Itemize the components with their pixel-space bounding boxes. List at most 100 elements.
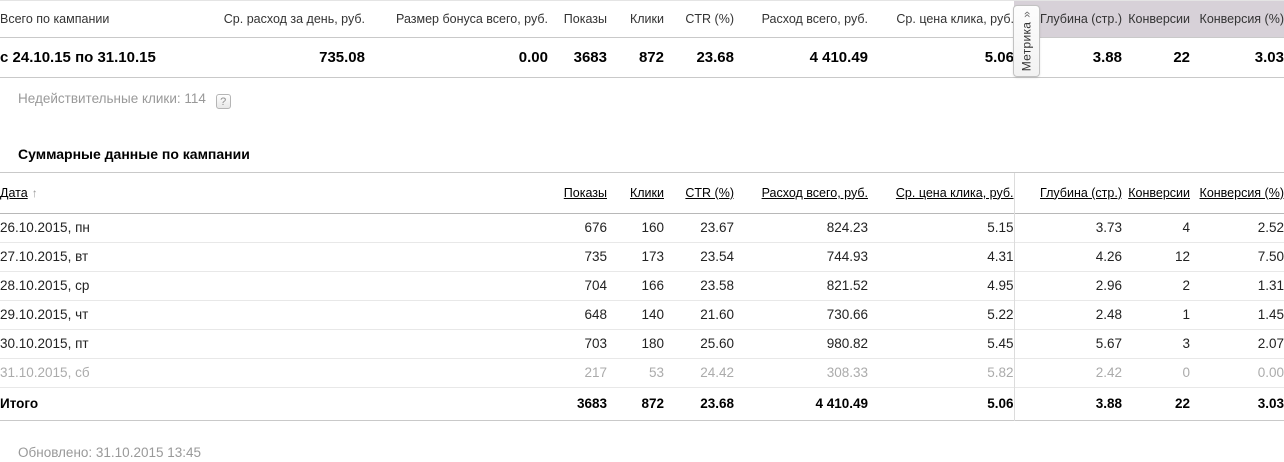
conversion-rate-cell: 2.52 xyxy=(1257,220,1284,235)
cost-cell: 980.82 xyxy=(826,336,868,351)
ctr-cell: 24.42 xyxy=(700,365,734,380)
metrika-divider xyxy=(1013,173,1040,213)
metrika-divider xyxy=(1013,387,1040,420)
impressions-cell: 676 xyxy=(584,220,607,235)
col-header-campaign-total: Всего по кампании xyxy=(0,12,110,26)
sort-ascending-icon: ↑ xyxy=(31,185,38,200)
chevron-expand-icon: » xyxy=(1019,10,1034,18)
impressions-cell: 735 xyxy=(584,249,607,264)
depth-cell: 3.88 xyxy=(1095,396,1122,411)
date-cell: 31.10.2015, сб xyxy=(0,365,90,380)
depth-cell: 5.67 xyxy=(1095,336,1122,351)
table-row: 26.10.2015, пн 676 160 23.67 824.23 5.15… xyxy=(0,213,1284,242)
sort-link-clicks[interactable]: Клики xyxy=(629,185,664,200)
cost-cell: 730.66 xyxy=(826,307,868,322)
sort-link-cost-total[interactable]: Расход всего, руб. xyxy=(761,185,868,200)
col-header-clicks: Клики xyxy=(629,12,664,26)
date-range-label: с 24.10.15 по 31.10.15 xyxy=(0,49,156,66)
ctr-cell: 23.54 xyxy=(700,249,734,264)
avg-daily-cost-value: 735.08 xyxy=(319,49,365,66)
cpc-cell: 4.31 xyxy=(987,249,1014,264)
metrika-divider xyxy=(1013,358,1040,387)
help-icon[interactable]: ? xyxy=(215,94,231,109)
totals-header-row: Всего по кампании Ср. расход за день, ру… xyxy=(0,0,1284,38)
col-header-impressions: Показы xyxy=(548,173,607,213)
cpc-cell: 5.15 xyxy=(987,220,1014,235)
conversion-rate-cell: 1.45 xyxy=(1257,307,1284,322)
cost-cell: 4 410.49 xyxy=(815,396,868,411)
clicks-value: 872 xyxy=(638,49,664,66)
invalid-clicks-note: Недействительные клики: 114 ? xyxy=(18,91,1284,109)
totals-data-row: с 24.10.15 по 31.10.15 735.08 0.00 3683 … xyxy=(0,38,1284,78)
cost-cell: 308.33 xyxy=(826,365,868,380)
table-row: 30.10.2015, пт 703 180 25.60 980.82 5.45… xyxy=(0,329,1284,358)
depth-cell: 4.26 xyxy=(1095,249,1122,264)
sort-link-depth[interactable]: Глубина (стр.) xyxy=(1040,185,1122,200)
clicks-cell: 160 xyxy=(641,220,664,235)
col-header-depth: Глубина (стр.) xyxy=(1040,173,1122,213)
cpc-cell: 4.95 xyxy=(987,278,1014,293)
bonus-total-value: 0.00 xyxy=(518,49,548,66)
col-header-bonus-total: Размер бонуса всего, руб. xyxy=(396,12,548,26)
ctr-cell: 25.60 xyxy=(700,336,734,351)
conversions-cell: 2 xyxy=(1182,278,1190,293)
clicks-cell: 180 xyxy=(641,336,664,351)
metrika-divider xyxy=(1013,242,1040,271)
sort-link-ctr[interactable]: CTR (%) xyxy=(685,185,734,200)
metrika-divider xyxy=(1013,300,1040,329)
ctr-value: 23.68 xyxy=(696,49,734,66)
col-header-cost-total: Расход всего, руб. xyxy=(734,173,868,213)
date-cell: 26.10.2015, пн xyxy=(0,220,90,235)
depth-cell: 2.48 xyxy=(1095,307,1122,322)
clicks-cell: 53 xyxy=(648,365,664,380)
sort-link-date[interactable]: Дата xyxy=(0,185,28,200)
ctr-cell: 23.67 xyxy=(700,220,734,235)
clicks-cell: 140 xyxy=(641,307,664,322)
impressions-cell: 648 xyxy=(584,307,607,322)
metrika-divider xyxy=(1013,271,1040,300)
col-header-depth: Глубина (стр.) xyxy=(1040,0,1122,38)
cost-cell: 824.23 xyxy=(826,220,868,235)
invalid-clicks-label: Недействительные клики: xyxy=(18,91,181,106)
col-header-ctr: CTR (%) xyxy=(664,173,734,213)
clicks-cell: 173 xyxy=(641,249,664,264)
conversion-rate-cell: 2.07 xyxy=(1257,336,1284,351)
avg-cpc-value: 5.06 xyxy=(984,49,1014,66)
impressions-value: 3683 xyxy=(573,49,607,66)
conversion-rate-cell: 3.03 xyxy=(1257,396,1284,411)
conversions-cell: 1 xyxy=(1182,307,1190,322)
daily-stats-table: Дата ↑ Показы Клики CTR (%) Расход всего,… xyxy=(0,173,1284,421)
sort-link-conversion-rate[interactable]: Конверсия (%) xyxy=(1199,185,1284,200)
impressions-cell: 217 xyxy=(584,365,607,380)
cpc-cell: 5.22 xyxy=(987,307,1014,322)
conversion-rate-cell: 0.00 xyxy=(1257,365,1284,380)
sort-link-conversions[interactable]: Конверсии xyxy=(1128,185,1190,200)
col-header-cost-total: Расход всего, руб. xyxy=(761,12,868,26)
impressions-cell: 3683 xyxy=(576,396,607,411)
col-header-clicks: Клики xyxy=(607,173,664,213)
col-header-conversions: Конверсии xyxy=(1122,0,1190,38)
impressions-cell: 704 xyxy=(584,278,607,293)
depth-cell: 3.73 xyxy=(1095,220,1122,235)
sort-link-avg-cpc[interactable]: Ср. цена клика, руб. xyxy=(895,185,1014,200)
daily-header-row: Дата ↑ Показы Клики CTR (%) Расход всего,… xyxy=(0,173,1284,213)
sort-link-impressions[interactable]: Показы xyxy=(563,185,607,200)
campaign-totals-table: Всего по кампании Ср. расход за день, ру… xyxy=(0,0,1284,78)
metrika-divider xyxy=(1013,329,1040,358)
col-header-avg-cpc: Ср. цена клика, руб. xyxy=(896,12,1014,26)
metrika-tab[interactable]: Метрика» xyxy=(1013,5,1040,77)
col-header-impressions: Показы xyxy=(563,12,607,26)
cpc-cell: 5.06 xyxy=(987,396,1014,411)
date-cell: 27.10.2015, вт xyxy=(0,249,89,264)
clicks-cell: 872 xyxy=(641,396,664,411)
col-header-avg-daily-cost: Ср. расход за день, руб. xyxy=(223,12,365,26)
conversions-cell: 12 xyxy=(1174,249,1190,264)
col-header-ctr: CTR (%) xyxy=(685,12,734,26)
conversions-cell: 4 xyxy=(1182,220,1190,235)
col-header-conversion-rate: Конверсия (%) xyxy=(1190,173,1284,213)
col-header-conversion-rate: Конверсия (%) xyxy=(1190,0,1284,38)
col-header-date: Дата ↑ xyxy=(0,173,548,213)
total-label: Итого xyxy=(0,396,39,411)
conversion-rate-cell: 1.31 xyxy=(1257,278,1284,293)
conversions-value: 22 xyxy=(1173,49,1190,66)
